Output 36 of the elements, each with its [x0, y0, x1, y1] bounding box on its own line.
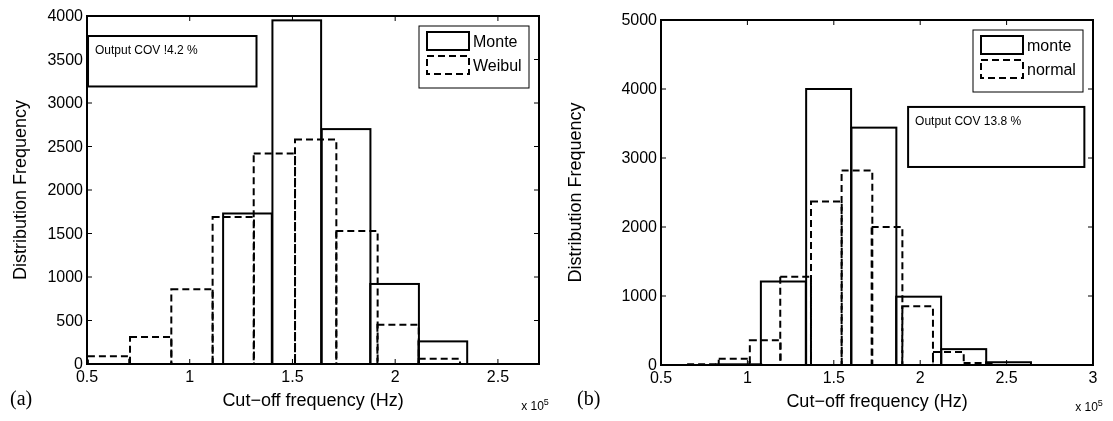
y-axis-title: Distribution Frequency — [10, 99, 30, 281]
y-tick-label: 1500 — [47, 224, 84, 242]
y-tick-label: 4000 — [47, 7, 84, 24]
text: x 10$^{5}$ — [1075, 398, 1103, 414]
x-tick-label: 1.5 — [281, 368, 304, 385]
y-axis-title: Distribution Frequency — [565, 102, 585, 283]
x-tick-label: 2 — [390, 368, 400, 385]
y-tick-label: 2000 — [621, 218, 658, 235]
annotation: Output COV !4.2 % — [95, 43, 199, 58]
y-tick-label: 4000 — [621, 80, 658, 97]
text: x 10$^{5}$ — [521, 397, 549, 413]
text: (a) — [10, 387, 33, 410]
y-tick-label: 2000 — [47, 181, 84, 198]
y-tick-label: 1000 — [621, 287, 658, 304]
x-tick-label: 2.5 — [486, 368, 510, 385]
annotation: Output COV 13.8 % — [915, 113, 1022, 128]
y-tick-label: 3500 — [47, 50, 84, 68]
x-axis-title: Cut−off frequency (Hz) — [786, 391, 968, 411]
y-tick-label: 3000 — [621, 149, 658, 166]
legend-label: monte — [1027, 37, 1072, 54]
x-tick-label: 3 — [1088, 369, 1098, 386]
y-tick-label: 500 — [56, 311, 84, 329]
legend-label: normal — [1027, 61, 1076, 78]
y-tick-label: 5000 — [621, 11, 658, 28]
legend-label: Weibul — [473, 57, 522, 74]
x-tick-label: 1 — [185, 368, 195, 385]
x-tick-label: 2 — [915, 369, 925, 386]
y-tick-label: 3000 — [47, 94, 84, 111]
x-axis-title: Cut−off frequency (Hz) — [222, 390, 404, 410]
y-tick-label: 2500 — [47, 137, 84, 155]
x-tick-label: 2.5 — [995, 369, 1018, 386]
x-tick-label: 1 — [742, 369, 752, 386]
text: (b) — [577, 387, 601, 410]
legend-label: Monte — [473, 33, 518, 50]
y-tick-label: 1000 — [47, 268, 84, 285]
x-tick-label: 1.5 — [822, 369, 846, 386]
